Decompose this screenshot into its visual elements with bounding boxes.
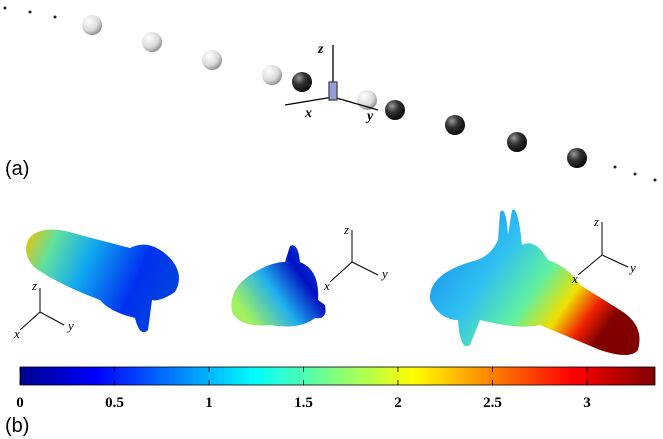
axis-label: z bbox=[593, 214, 599, 229]
black-spheres bbox=[292, 72, 587, 168]
axis-label: y bbox=[628, 260, 636, 275]
colorbar-tick-label: 1.5 bbox=[294, 395, 313, 411]
ellipsis-dots bbox=[3, 6, 657, 182]
axis-label: x bbox=[571, 271, 578, 286]
axis-label: z bbox=[31, 278, 37, 293]
colorbar-tick-label: 0.5 bbox=[105, 395, 124, 411]
axis-label: x bbox=[13, 326, 20, 341]
axis-label: y bbox=[365, 109, 374, 124]
panel-label: (b) bbox=[5, 415, 29, 437]
axis-label: z bbox=[317, 42, 324, 57]
colorbar-tick-label: 2 bbox=[394, 395, 402, 411]
colorbar-tick-label: 0 bbox=[16, 395, 24, 411]
colorbar-ticks: 0 0.5 1 1.5 2 2.5 3 bbox=[16, 367, 591, 411]
colorbar-tick-label: 3 bbox=[583, 395, 591, 411]
panel-label: (a) bbox=[5, 158, 29, 180]
radiation-pattern bbox=[231, 245, 326, 327]
axes-a bbox=[284, 45, 379, 111]
colorbar-tick-label: 2.5 bbox=[483, 395, 502, 411]
axis-label: y bbox=[380, 266, 388, 281]
colorbar-tick-label: 1 bbox=[205, 395, 213, 411]
axis-label: y bbox=[66, 318, 74, 333]
radiation-pattern bbox=[26, 229, 180, 333]
white-spheres bbox=[82, 15, 377, 110]
colorbar bbox=[19, 366, 656, 386]
axis-label: x bbox=[304, 106, 312, 121]
axes-b bbox=[19, 222, 629, 331]
radiation-pattern bbox=[429, 209, 640, 355]
axis-label: x bbox=[323, 278, 330, 293]
axis-label: z bbox=[343, 222, 349, 237]
